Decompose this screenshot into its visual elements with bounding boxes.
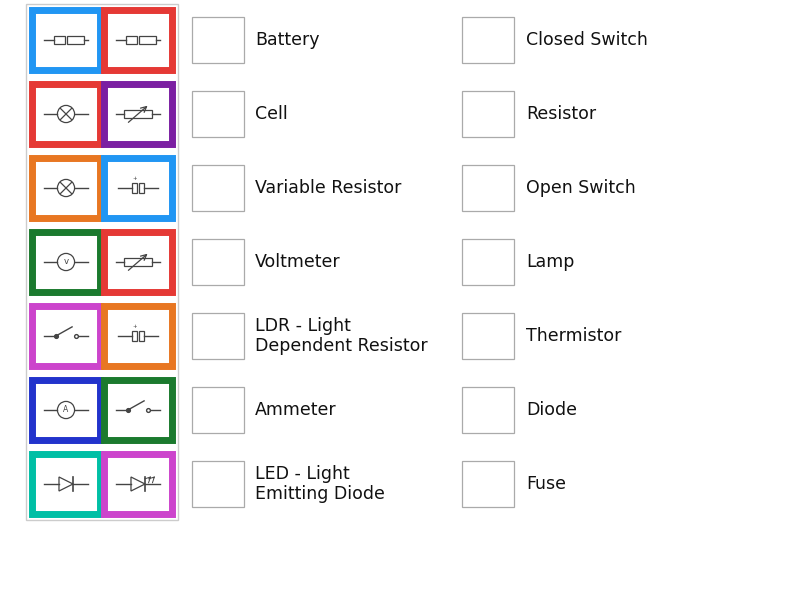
Bar <box>192 17 244 63</box>
Bar <box>126 36 137 44</box>
Text: +: + <box>132 176 137 181</box>
Text: Ammeter: Ammeter <box>255 401 337 419</box>
Bar <box>132 331 137 341</box>
Bar <box>132 182 137 193</box>
Bar <box>104 380 172 440</box>
Bar <box>462 461 514 507</box>
Bar <box>32 306 100 366</box>
Bar <box>462 91 514 137</box>
Bar <box>32 10 100 70</box>
Bar <box>192 165 244 211</box>
Bar <box>67 36 84 44</box>
Text: Lamp: Lamp <box>526 253 574 271</box>
Bar <box>104 10 172 70</box>
Bar <box>124 259 152 266</box>
Bar <box>32 232 100 292</box>
Text: Fuse: Fuse <box>526 475 566 493</box>
Bar <box>32 380 100 440</box>
Text: Variable Resistor: Variable Resistor <box>255 179 402 197</box>
Text: Voltmeter: Voltmeter <box>255 253 341 271</box>
Bar <box>104 306 172 366</box>
Bar <box>462 165 514 211</box>
Text: LDR - Light
Dependent Resistor: LDR - Light Dependent Resistor <box>255 317 428 355</box>
Bar <box>139 182 144 193</box>
Text: Resistor: Resistor <box>526 105 596 123</box>
Bar <box>26 4 178 520</box>
Text: Diode: Diode <box>526 401 577 419</box>
Bar <box>462 17 514 63</box>
Text: Closed Switch: Closed Switch <box>526 31 648 49</box>
Text: Open Switch: Open Switch <box>526 179 636 197</box>
Text: Battery: Battery <box>255 31 319 49</box>
Bar <box>139 36 156 44</box>
Bar <box>192 91 244 137</box>
Text: +: + <box>132 324 137 329</box>
Bar <box>54 36 65 44</box>
Bar <box>104 232 172 292</box>
Bar <box>104 84 172 144</box>
Bar <box>462 387 514 433</box>
Bar <box>124 110 152 118</box>
Bar <box>139 331 144 341</box>
Bar <box>192 239 244 285</box>
Bar <box>32 454 100 514</box>
Text: Thermistor: Thermistor <box>526 327 622 345</box>
Bar <box>32 84 100 144</box>
Bar <box>192 387 244 433</box>
Bar <box>32 158 100 218</box>
Bar <box>104 454 172 514</box>
Text: LED - Light
Emitting Diode: LED - Light Emitting Diode <box>255 464 385 503</box>
Bar <box>192 461 244 507</box>
Bar <box>192 313 244 359</box>
Bar <box>104 158 172 218</box>
Text: Cell: Cell <box>255 105 288 123</box>
Bar <box>462 239 514 285</box>
Bar <box>462 313 514 359</box>
Text: A: A <box>63 406 69 415</box>
Text: v: v <box>63 257 69 266</box>
